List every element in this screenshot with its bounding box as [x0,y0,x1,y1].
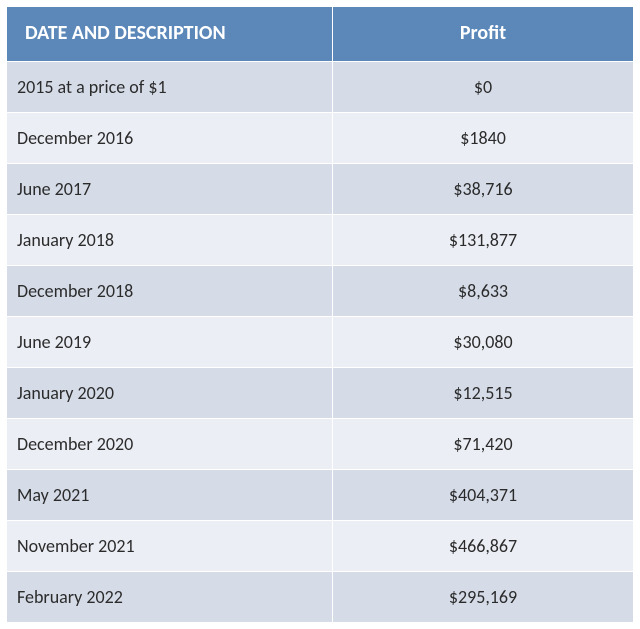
table-row: June 2019$30,080 [7,317,634,368]
cell-profit: $466,867 [333,521,634,572]
table-header-row: DATE AND DESCRIPTION Profit [7,7,634,62]
table-row: December 2018$8,633 [7,266,634,317]
cell-date: January 2020 [7,368,333,419]
table-row: May 2021$404,371 [7,470,634,521]
cell-date: December 2018 [7,266,333,317]
cell-profit: $131,877 [333,215,634,266]
table-row: January 2018$131,877 [7,215,634,266]
cell-profit: $12,515 [333,368,634,419]
table-row: February 2022$295,169 [7,572,634,623]
cell-profit: $295,169 [333,572,634,623]
cell-profit: $71,420 [333,419,634,470]
cell-date: May 2021 [7,470,333,521]
cell-profit: $38,716 [333,164,634,215]
header-date-description: DATE AND DESCRIPTION [7,7,333,62]
cell-date: November 2021 [7,521,333,572]
profit-table-container: DATE AND DESCRIPTION Profit 2015 at a pr… [0,0,640,629]
profit-table: DATE AND DESCRIPTION Profit 2015 at a pr… [6,6,634,623]
cell-profit: $30,080 [333,317,634,368]
table-row: January 2020$12,515 [7,368,634,419]
cell-profit: $1840 [333,113,634,164]
cell-profit: $404,371 [333,470,634,521]
cell-profit: $0 [333,62,634,113]
cell-date: December 2016 [7,113,333,164]
table-row: 2015 at a price of $1$0 [7,62,634,113]
cell-date: February 2022 [7,572,333,623]
cell-date: December 2020 [7,419,333,470]
table-row: December 2020$71,420 [7,419,634,470]
table-body: 2015 at a price of $1$0December 2016$184… [7,62,634,623]
table-row: November 2021$466,867 [7,521,634,572]
cell-date: June 2017 [7,164,333,215]
cell-date: January 2018 [7,215,333,266]
cell-date: 2015 at a price of $1 [7,62,333,113]
header-profit: Profit [333,7,634,62]
table-row: December 2016$1840 [7,113,634,164]
cell-profit: $8,633 [333,266,634,317]
cell-date: June 2019 [7,317,333,368]
table-row: June 2017$38,716 [7,164,634,215]
